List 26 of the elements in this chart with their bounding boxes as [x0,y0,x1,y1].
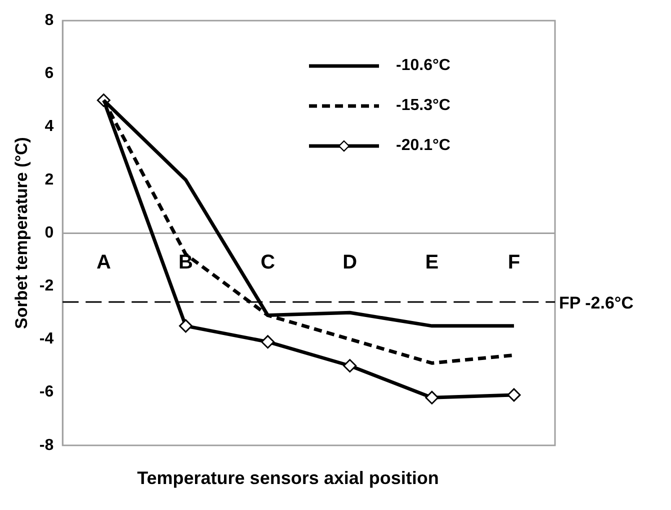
legend-label: -20.1°C [396,137,450,155]
point [425,390,439,404]
x-tick-label: F [508,252,520,274]
y-tick-label: 8 [44,12,54,30]
y-tick-label: 2 [44,171,54,188]
y-tick-label: -2 [39,278,54,295]
y-tick-label: 0 [44,224,54,242]
x-tick-label: C [260,252,276,274]
y-tick-label: -4 [39,330,54,348]
y-axis-title: Sorbet temperature (°C) [12,137,31,329]
x-axis-title: Temperature sensors axial position [136,468,440,489]
x-tick-label: D [342,252,358,274]
y-tick-label: 4 [44,118,54,136]
x-tick-label: E [425,252,439,274]
y-tick-label: -8 [39,436,54,454]
x-tick-label: B [178,252,193,274]
point [178,319,192,333]
y-tick-label: 6 [44,65,54,82]
point [507,388,521,402]
point [343,359,357,372]
ref-line-label: FP -2.6°C [559,294,634,313]
y-tick-label: -6 [39,384,54,401]
legend-label: -15.3°C [396,97,450,115]
x-tick-label: A [96,252,111,274]
legend-label: -10.6°C [396,57,450,75]
point [261,335,275,349]
